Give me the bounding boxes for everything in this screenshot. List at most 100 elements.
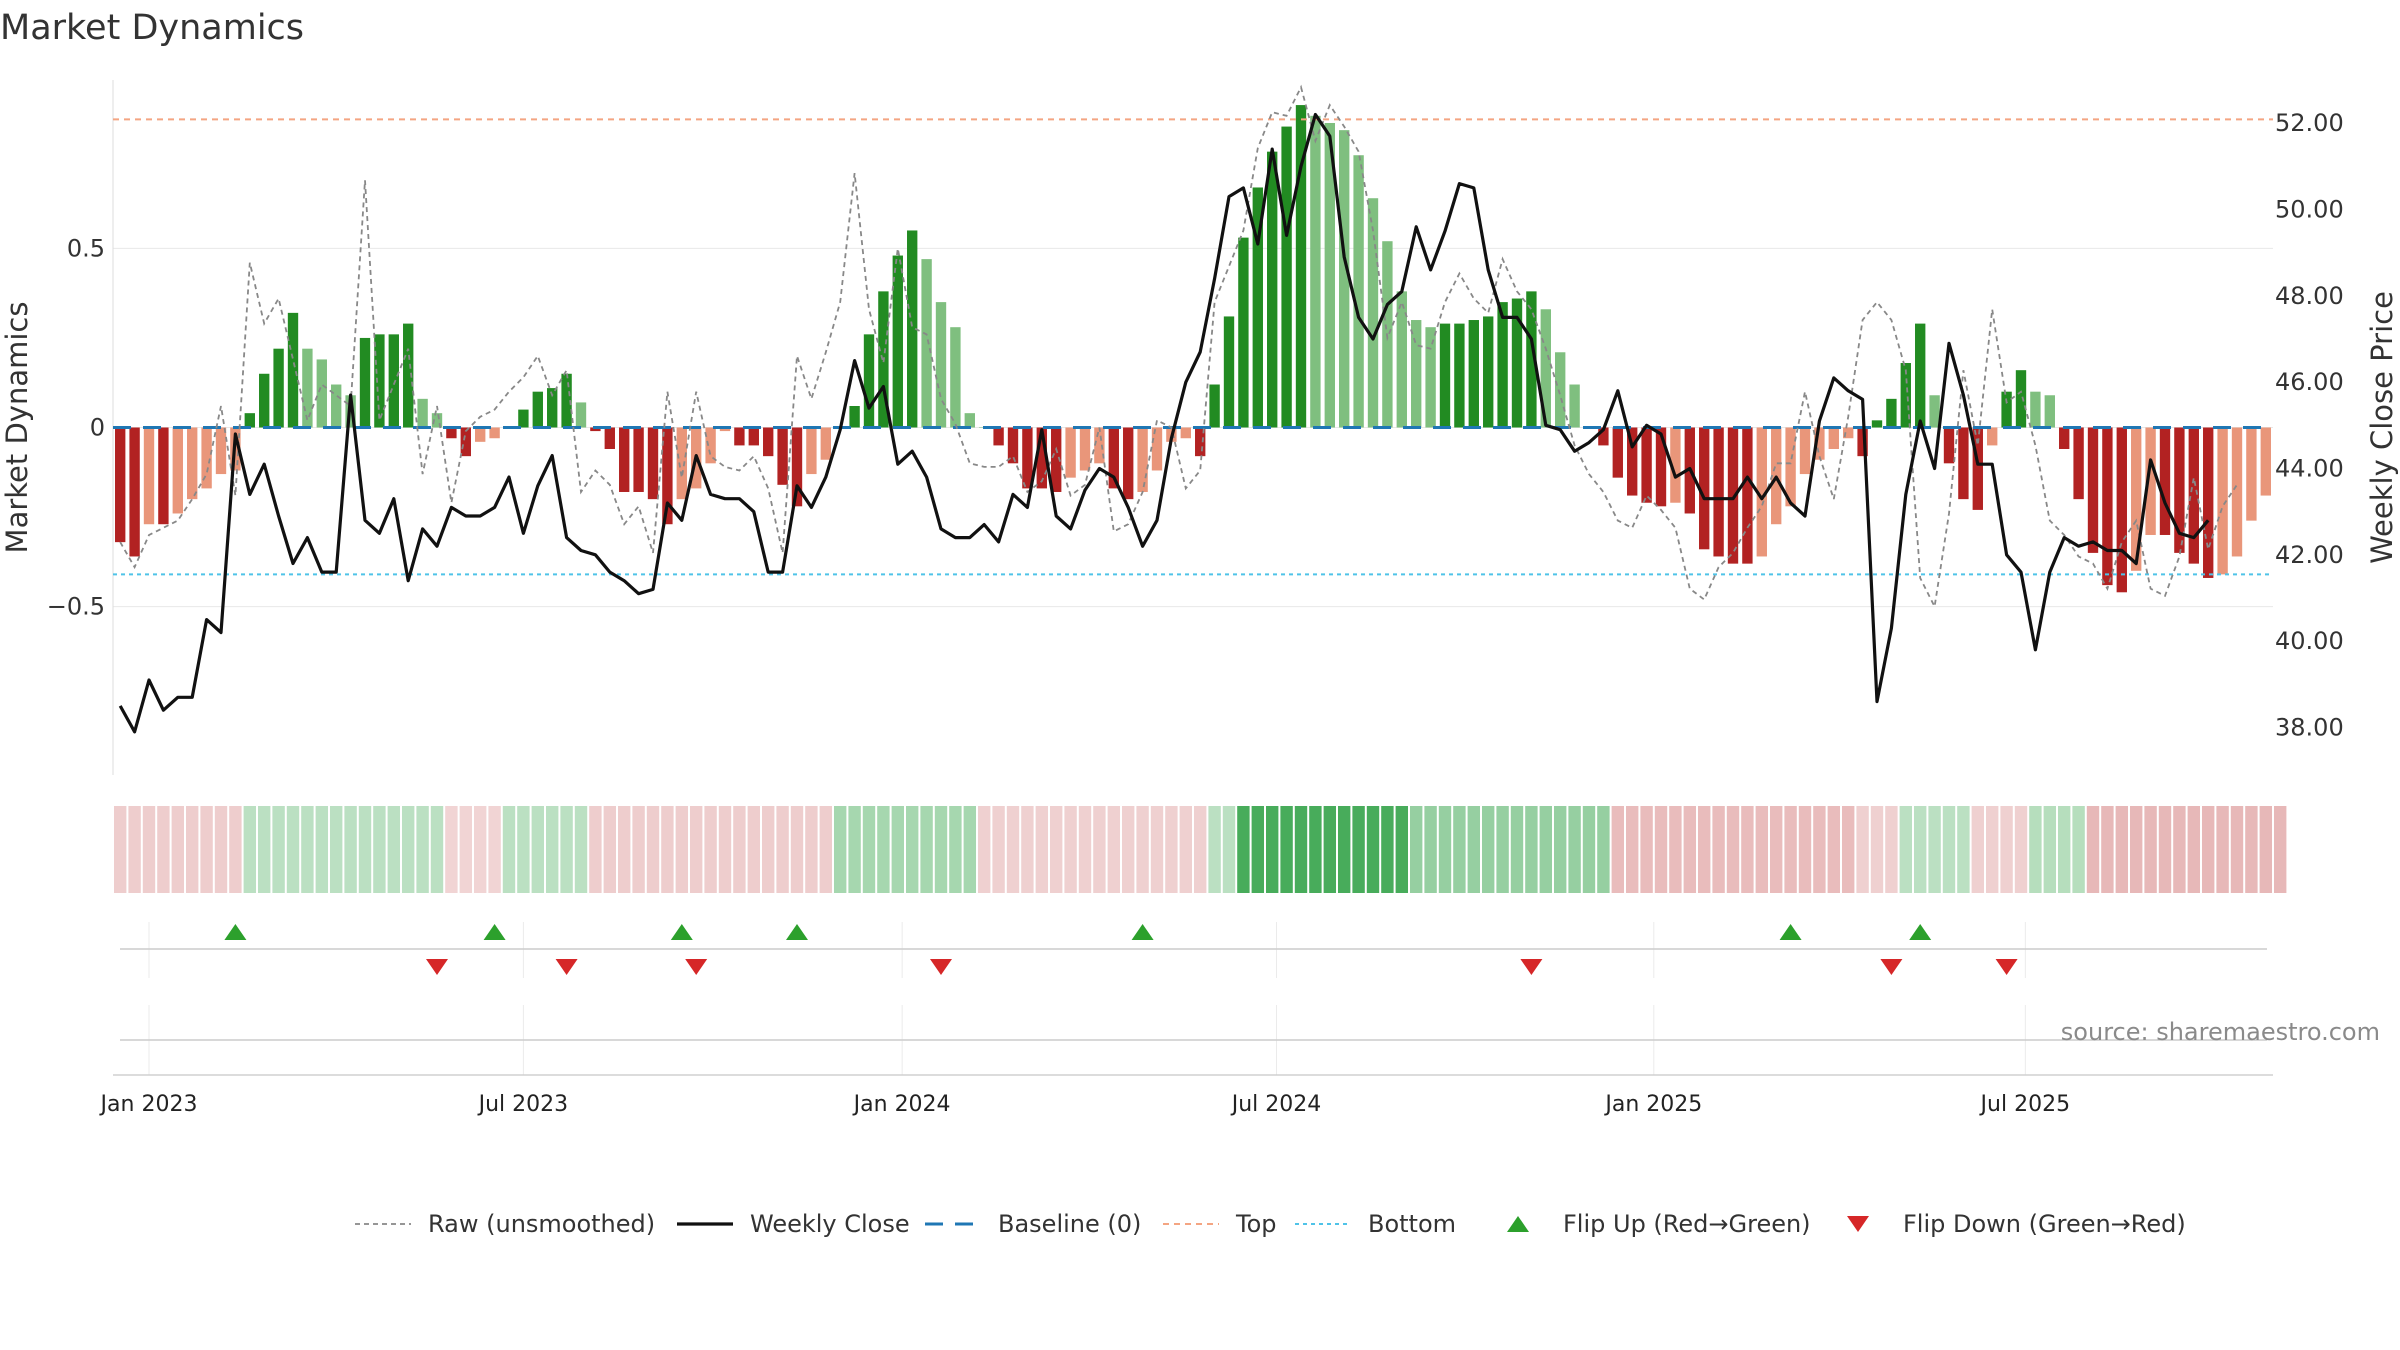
dynamics-bar (791, 427, 803, 507)
dynamics-bar (921, 259, 932, 428)
regime-strip-cell (200, 806, 213, 893)
regime-strip-cell (1179, 806, 1192, 893)
flip-up-marker (224, 924, 247, 940)
dynamics-bar (475, 427, 486, 442)
y-tick-label-left: 0.5 (67, 234, 105, 262)
regime-strip-cell (2274, 806, 2287, 893)
regime-strip-cell (646, 806, 660, 893)
dynamics-bar (1742, 427, 1753, 564)
dynamics-bar (662, 427, 673, 525)
dynamics-bar (1036, 427, 1047, 489)
regime-strip-cell (675, 806, 688, 893)
regime-strip-cell (1410, 806, 1423, 893)
regime-strip-cell (718, 806, 732, 893)
x-tick-label: Jul 2025 (1979, 1092, 2071, 1117)
dynamics-bar (748, 427, 759, 446)
dynamics-bar (331, 384, 342, 428)
dynamics-bar (1943, 427, 1955, 464)
dynamics-bar (2217, 427, 2228, 575)
dynamics-bar (1123, 427, 1134, 500)
regime-strip-cell (286, 806, 300, 893)
legend-flip-down-swatch (1847, 1216, 1869, 1232)
dynamics-bar (489, 427, 500, 439)
regime-strip-cell (1251, 806, 1264, 893)
dynamics-bar (950, 327, 961, 428)
regime-strip-cell (1050, 806, 1063, 893)
regime-strip-cell (1107, 806, 1120, 893)
regime-strip-cell (1237, 806, 1250, 893)
dynamics-bar (1310, 115, 1321, 428)
dynamics-bar (1814, 427, 1825, 460)
regime-strip-cell (1885, 806, 1898, 893)
regime-strip-cell (1366, 806, 1380, 893)
flip-up-marker (1909, 924, 1932, 940)
dynamics-bar (863, 334, 875, 428)
regime-strip-cell (517, 806, 530, 893)
dynamics-bar (1252, 187, 1263, 428)
dynamics-bar (1051, 427, 1062, 492)
flip-up-marker (1131, 924, 1154, 940)
flip-up-marker (1779, 924, 1802, 940)
y-axis-title-left: Market Dynamics (0, 302, 34, 554)
regime-strip-cell (978, 806, 991, 893)
dynamics-bar (1799, 427, 1811, 475)
regime-strip-cell (2000, 806, 2013, 893)
dynamics-bar (1281, 126, 1292, 428)
dynamics-bar (2131, 427, 2142, 571)
dynamics-bar (518, 409, 529, 428)
flip-down-marker (1880, 959, 1903, 975)
regime-strip-cell (1323, 806, 1336, 893)
regime-strip-cell (1957, 806, 1970, 893)
regime-strip-cell (488, 806, 501, 893)
regime-strip-cell (1136, 806, 1149, 893)
regime-strip-cell (733, 806, 746, 893)
dynamics-bar (2188, 427, 2199, 564)
dynamics-bar (1987, 427, 1998, 446)
dynamics-bar (201, 427, 212, 489)
regime-strip-cell (1669, 806, 1682, 893)
regime-strip-cell (2245, 806, 2258, 893)
regime-strip-cell (1568, 806, 1581, 893)
regime-strip-cell (920, 806, 933, 893)
regime-strip-cell (1510, 806, 1524, 893)
dynamics-bar (1886, 398, 1897, 428)
dynamics-bar (187, 427, 198, 500)
regime-strip-cell (661, 806, 674, 893)
flip-up-marker (786, 924, 808, 940)
dynamics-bar (604, 427, 615, 449)
dynamics-bar (1929, 395, 1940, 428)
regime-strip-cell (531, 806, 544, 893)
dynamics-bar (1857, 427, 1868, 457)
dynamics-bar (259, 373, 270, 428)
regime-strip-cell (992, 806, 1005, 893)
regime-strip-cell (1842, 806, 1855, 893)
regime-strip-cell (2029, 806, 2042, 893)
regime-strip-cell (1453, 806, 1466, 893)
regime-strip-cell (963, 806, 976, 893)
x-tick-label: Jul 2024 (1230, 1092, 1322, 1117)
dynamics-bar (1425, 327, 1436, 428)
dynamics-bar (129, 427, 140, 557)
regime-strip-cell (1482, 806, 1495, 893)
dynamics-bar (2174, 427, 2185, 553)
regime-strip-cell (1035, 806, 1048, 893)
flip-up-marker (483, 924, 506, 940)
regime-strip-cell (1856, 806, 1869, 893)
dynamics-bar (1540, 309, 1551, 428)
regime-strip-cell (1626, 806, 1639, 893)
y-tick-label-right: 40.00 (2275, 627, 2344, 655)
dynamics-bar (647, 427, 659, 500)
regime-strip-cell (891, 806, 904, 893)
flip-up-marker (670, 924, 693, 940)
regime-strip-cell (2072, 806, 2085, 893)
regime-strip-cell (1813, 806, 1826, 893)
dynamics-bar (935, 302, 947, 428)
x-axis: Jan 2023 Jul 2023 Jan 2024 Jul 2024 Jan 2025… (99, 1092, 2071, 1117)
regime-strip-cell (1611, 806, 1624, 893)
dynamics-bar (1079, 427, 1091, 471)
dynamics-bar (763, 427, 774, 457)
dynamics-bar (1108, 427, 1119, 489)
y-tick-label-left: −0.5 (47, 593, 105, 621)
dynamics-bar (316, 359, 327, 428)
regime-strip-cell (574, 806, 588, 893)
